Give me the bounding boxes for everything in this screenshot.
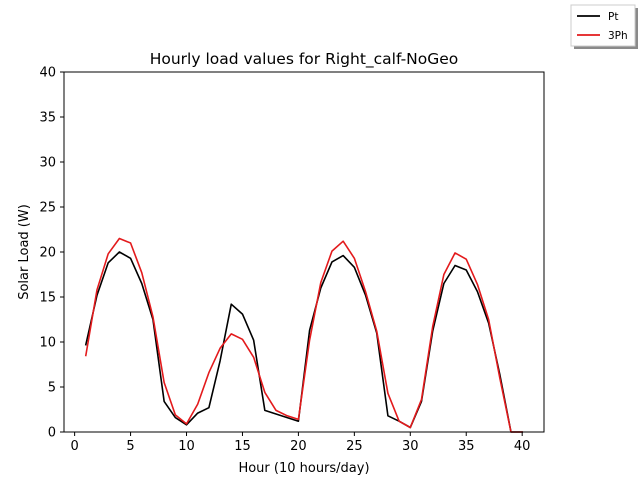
y-tick-label: 30	[39, 156, 56, 171]
y-tick-label: 20	[39, 246, 56, 261]
series-layer	[84, 237, 523, 433]
x-axis: 0 5 10 15 20 25 30 35 40	[70, 432, 530, 454]
x-tick-label: 30	[402, 439, 419, 454]
y-tick-label: 10	[39, 336, 56, 351]
y-axis-title: Solar Load (W)	[17, 204, 32, 300]
y-tick-label: 0	[48, 426, 56, 441]
x-tick-label: 20	[290, 439, 307, 454]
legend-label-pt: Pt	[608, 11, 618, 23]
x-tick-label: 0	[70, 439, 78, 454]
x-tick-label: 5	[126, 439, 134, 454]
y-tick-label: 25	[39, 201, 56, 216]
x-tick-label: 25	[346, 439, 363, 454]
y-tick-label: 5	[48, 381, 56, 396]
y-tick-label: 35	[39, 111, 56, 126]
legend-box	[570, 4, 636, 47]
y-tick-label: 40	[39, 66, 56, 81]
x-tick-label: 15	[234, 439, 251, 454]
chart-title: Hourly load values for Right_calf-NoGeo	[150, 50, 459, 69]
y-tick-label: 15	[39, 291, 56, 306]
legend-label-3ph: 3Ph	[608, 30, 628, 42]
series-line-3ph	[84, 237, 523, 433]
legend: Pt 3Ph	[570, 4, 638, 49]
x-tick-label: 40	[514, 439, 531, 454]
x-tick-label: 35	[458, 439, 475, 454]
y-axis: 0 5 10 15 20 25 30 35 40	[39, 66, 64, 441]
x-axis-title: Hour (10 hours/day)	[238, 461, 369, 476]
x-tick-label: 10	[178, 439, 195, 454]
